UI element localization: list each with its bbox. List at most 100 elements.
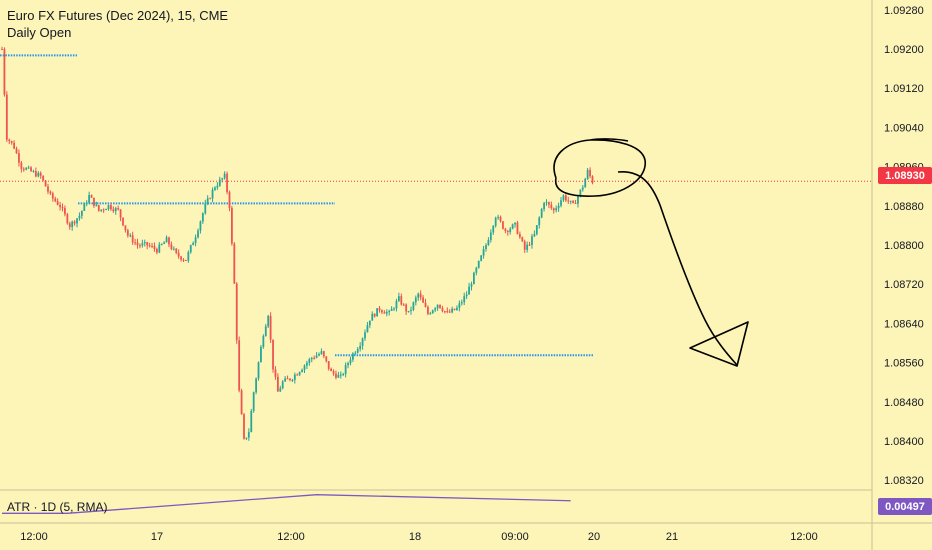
candle-body [385,312,388,314]
candle-body [192,242,195,246]
time-tick-label: 20 [588,531,600,543]
candle-body [545,202,548,204]
candle-body [589,169,591,177]
candle-body [475,267,478,273]
candle-body [34,171,37,177]
candle-body [296,374,299,376]
candle-body [59,204,61,208]
candle-body [516,222,519,235]
candle-body [281,381,284,389]
candle-body [528,244,531,246]
price-tick-label: 1.09200 [884,44,924,56]
candle-body [204,203,207,214]
chart-title: Euro FX Futures (Dec 2024), 15, CME [7,8,229,23]
candle-body [276,376,279,392]
candle-body [368,320,371,326]
indicator-label: Daily Open [7,25,72,40]
candle-body [269,316,272,340]
time-tick-label: 21 [666,531,678,543]
candle-body [255,378,257,393]
candle-body [310,357,313,360]
candle-body [557,205,560,209]
candle-body [427,307,429,314]
candle-body [187,252,190,261]
candle-body [584,178,587,188]
price-tick-label: 1.08640 [884,318,924,330]
atr-value-badge: 0.00497 [878,498,932,515]
candle-body [64,207,66,215]
candle-body [318,354,320,356]
price-tick-label: 1.08560 [884,358,924,370]
candle-body [497,216,499,218]
candle-body [90,195,93,198]
candle-body [439,304,441,309]
price-tick-label: 1.08800 [884,240,924,252]
candle-body [543,203,545,210]
candle-body [51,193,54,199]
candle-body [112,209,115,212]
candle-body [291,379,294,381]
candle-body [44,180,47,187]
candle-body [526,244,529,250]
atr-pane [2,494,571,514]
candle-body [218,179,221,186]
candle-body [201,213,204,222]
candle-body [22,168,25,170]
candle-body [412,302,415,310]
candle-body [25,168,28,170]
candle-body [366,325,369,333]
candle-body [240,390,243,415]
candle-body [105,209,107,211]
candle-body [564,195,567,201]
candle-body [211,189,214,199]
candle-body [514,222,516,225]
candle-body [560,200,562,206]
candle-body [32,171,35,173]
candle-body [27,167,30,169]
candle-body [390,308,393,311]
candle-body [73,221,76,224]
candle-body [458,303,461,308]
candle-body [185,259,187,261]
candle-body [252,392,255,411]
candle-body [122,217,124,226]
candle-body [470,284,473,287]
candle-body [347,363,349,366]
candle-body [1,49,3,50]
candle-body [160,243,163,245]
candle-body [429,313,432,315]
candle-body [141,243,144,246]
candle-body [424,302,427,308]
candle-body [308,359,311,363]
candle-body [163,242,166,244]
candle-body [499,216,502,222]
candle-body [88,195,91,203]
price-tick-label: 1.09280 [884,5,924,17]
candle-body [422,297,424,303]
candle-body [376,308,378,317]
candle-body [175,248,178,253]
drawn-arrow-head [689,321,749,367]
candle-body [492,225,495,233]
candle-body [339,374,342,376]
candle-body [562,195,565,201]
candle-body [388,310,391,313]
candle-body [480,255,483,261]
candle-body [114,208,117,212]
candle-body [572,200,575,204]
candle-body [511,224,514,229]
candle-body [250,410,253,433]
candle-body [301,369,303,373]
candle-body [431,310,434,314]
candle-body [3,49,6,95]
candle-body [124,225,127,231]
candle-body [402,304,405,306]
candle-body [18,153,20,163]
daily-open-levels [0,54,593,357]
candle-body [279,388,282,392]
candle-body [400,296,403,305]
candle-body [378,308,381,311]
candle-body [460,302,463,304]
